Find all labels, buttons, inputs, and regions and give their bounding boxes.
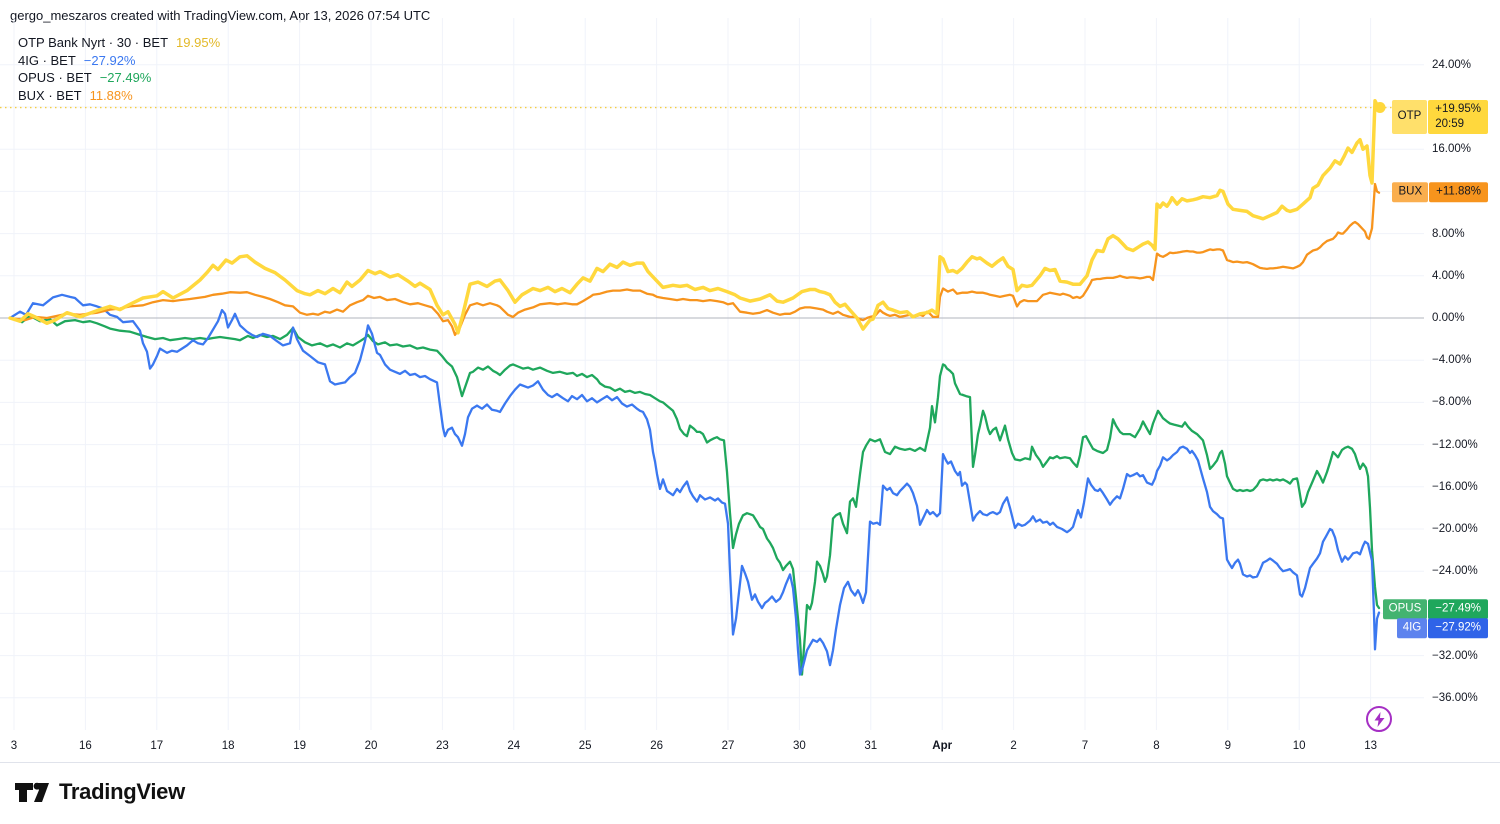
legend-row-bux[interactable]: BUX · BET 11.88% — [18, 87, 220, 105]
legend-value-4ig: −27.92% — [83, 52, 136, 68]
axis-separator-line — [0, 762, 1500, 763]
y-tick-label: 8.00% — [1432, 227, 1465, 240]
tradingview-logo-icon — [15, 782, 49, 802]
chart-canvas[interactable] — [0, 0, 1500, 765]
x-tick-label: 31 — [864, 740, 878, 752]
y-tick-label: −16.00% — [1432, 480, 1478, 493]
legend-label-bux: BUX · BET — [18, 87, 82, 103]
tradingview-logo-text: TradingView — [59, 779, 185, 804]
x-tick-label: 24 — [507, 740, 521, 752]
x-tick-label: 19 — [293, 740, 306, 752]
time-axis[interactable]: 3 16 17 18 19 20 23 24 25 26 27 30 31 Apr 2 7 8 9 10 13 — [0, 732, 1424, 762]
y-tick-label: −24.00% — [1432, 565, 1478, 578]
x-tick-label: 8 — [1153, 740, 1160, 752]
legend-label-otp: OTP Bank Nyrt · 30 · BET — [18, 35, 169, 51]
legend-row-otp[interactable]: OTP Bank Nyrt · 30 · BET 19.95% — [18, 34, 220, 52]
series-line-bux[interactable] — [8, 182, 1381, 337]
y-tick-label: −20.00% — [1432, 523, 1478, 535]
x-tick-label: 3 — [10, 740, 18, 752]
y-tick-label: −12.00% — [1432, 438, 1478, 451]
legend-value-opus: −27.49% — [99, 70, 152, 86]
x-tick-label: 27 — [721, 740, 735, 752]
lightning-icon — [1374, 711, 1384, 727]
x-tick-label: 10 — [1292, 740, 1306, 752]
y-tick-label: −8.00% — [1432, 396, 1472, 409]
otp-last-price-dot — [1374, 102, 1386, 114]
chart-legend: OTP Bank Nyrt · 30 · BET 19.95% 4IG · BE… — [18, 34, 220, 104]
x-tick-label: 9 — [1224, 740, 1231, 752]
x-tick-label: 26 — [650, 740, 663, 752]
x-tick-label: 13 — [1364, 740, 1377, 752]
x-tick-label: 17 — [150, 740, 164, 752]
x-tick-label: 20 — [364, 740, 378, 752]
legend-label-opus: OPUS · BET — [18, 70, 92, 86]
legend-row-opus[interactable]: OPUS · BET −27.49% — [18, 69, 220, 87]
x-tick-label: 23 — [435, 740, 449, 752]
legend-row-4ig[interactable]: 4IG · BET −27.92% — [18, 52, 220, 70]
x-tick-label: 7 — [1081, 740, 1089, 752]
y-tick-label: −32.00% — [1432, 649, 1478, 662]
y-tick-label: 24.00% — [1432, 58, 1472, 71]
legend-label-4ig: 4IG · BET — [18, 52, 76, 68]
y-tick-label: 0.00% — [1432, 312, 1465, 324]
y-tick-label: 16.00% — [1432, 143, 1472, 156]
x-tick-label: 18 — [221, 740, 235, 752]
legend-value-bux: 11.88% — [89, 87, 133, 103]
legend-value-otp: 19.95% — [176, 35, 221, 51]
x-tick-label: 30 — [792, 740, 806, 752]
x-tick-label: 25 — [578, 740, 592, 752]
x-tick-label: 2 — [1010, 740, 1017, 752]
tradingview-logo[interactable]: TradingView — [14, 778, 185, 806]
y-tick-label: −4.00% — [1432, 354, 1472, 367]
y-tick-label: 4.00% — [1432, 269, 1465, 282]
series-line-otp[interactable] — [8, 98, 1382, 335]
attribution-text: gergo_meszaros created with TradingView.… — [10, 8, 431, 23]
price-axis[interactable]: 24.00% 16.00% 8.00% 4.00% 0.00% −4.00% −8.00% −… — [1424, 0, 1500, 762]
lightning-button[interactable] — [1366, 706, 1392, 732]
x-tick-label: 16 — [78, 740, 92, 752]
series-line-opus[interactable] — [8, 314, 1381, 676]
series-line-4ig[interactable] — [8, 293, 1381, 676]
x-tick-label: Apr — [932, 740, 953, 752]
y-tick-label: −36.00% — [1432, 691, 1478, 704]
